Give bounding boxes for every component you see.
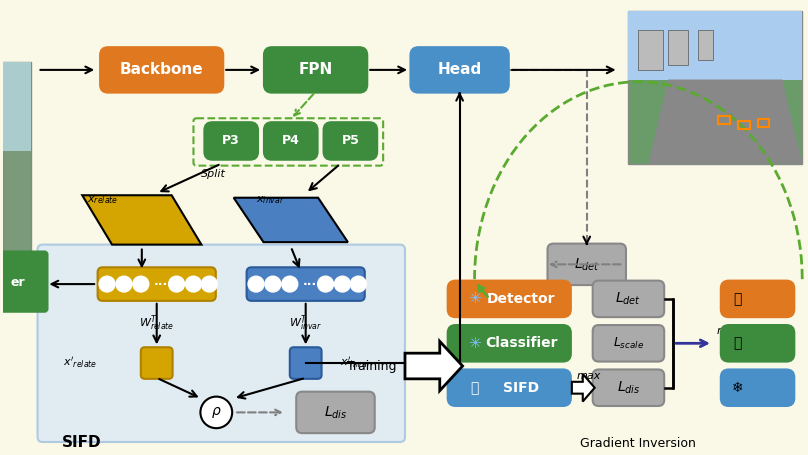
FancyBboxPatch shape — [721, 281, 794, 317]
Circle shape — [318, 276, 334, 292]
Text: $L_{dis}$: $L_{dis}$ — [324, 404, 347, 420]
Text: Detector: Detector — [487, 292, 555, 306]
Text: $x'_{relate}$: $x'_{relate}$ — [63, 356, 97, 370]
FancyBboxPatch shape — [98, 267, 216, 301]
Polygon shape — [572, 374, 595, 402]
Text: $W^T_{invar}$: $W^T_{invar}$ — [289, 313, 322, 334]
Text: Split: Split — [201, 169, 226, 179]
FancyBboxPatch shape — [0, 252, 48, 312]
Circle shape — [186, 276, 201, 292]
Text: er: er — [11, 276, 25, 288]
FancyBboxPatch shape — [593, 281, 664, 317]
FancyBboxPatch shape — [264, 122, 318, 160]
FancyBboxPatch shape — [721, 325, 794, 362]
Circle shape — [169, 276, 184, 292]
Text: Training: Training — [347, 359, 396, 373]
FancyBboxPatch shape — [721, 369, 794, 406]
FancyBboxPatch shape — [100, 47, 223, 93]
Text: Head: Head — [437, 62, 482, 77]
FancyBboxPatch shape — [204, 122, 258, 160]
FancyBboxPatch shape — [2, 62, 31, 259]
FancyBboxPatch shape — [448, 325, 570, 362]
FancyBboxPatch shape — [448, 369, 570, 406]
Circle shape — [116, 276, 132, 292]
Text: max: max — [577, 371, 601, 381]
Text: ✳: ✳ — [468, 291, 481, 306]
Circle shape — [248, 276, 264, 292]
FancyBboxPatch shape — [629, 10, 802, 164]
FancyBboxPatch shape — [2, 62, 31, 151]
Polygon shape — [234, 198, 348, 242]
Polygon shape — [648, 80, 802, 164]
FancyBboxPatch shape — [638, 30, 663, 70]
Text: P5: P5 — [342, 135, 360, 147]
FancyBboxPatch shape — [593, 325, 664, 362]
Text: min: min — [717, 327, 738, 336]
FancyBboxPatch shape — [629, 10, 802, 80]
Circle shape — [265, 276, 281, 292]
FancyBboxPatch shape — [698, 30, 713, 60]
FancyBboxPatch shape — [246, 267, 364, 301]
Text: 🔥: 🔥 — [734, 292, 742, 306]
Circle shape — [99, 276, 115, 292]
Text: Classifier: Classifier — [485, 336, 558, 350]
Text: ···: ··· — [302, 278, 317, 291]
Polygon shape — [82, 195, 201, 245]
Text: SIFD: SIFD — [503, 381, 539, 395]
Text: $L_{dis}$: $L_{dis}$ — [617, 379, 640, 396]
Text: Gradient Inversion: Gradient Inversion — [580, 438, 696, 450]
Text: P4: P4 — [282, 135, 300, 147]
FancyBboxPatch shape — [548, 243, 626, 285]
Text: $\rho$: $\rho$ — [211, 405, 221, 420]
Circle shape — [335, 276, 351, 292]
Text: ✳: ✳ — [468, 336, 481, 351]
Text: $L_{scale}$: $L_{scale}$ — [613, 336, 644, 351]
Circle shape — [133, 276, 149, 292]
Circle shape — [351, 276, 366, 292]
Text: P3: P3 — [222, 135, 240, 147]
Text: $x_{invar}$: $x_{invar}$ — [256, 194, 285, 206]
FancyBboxPatch shape — [290, 347, 322, 379]
Text: $x'_{invar}$: $x'_{invar}$ — [340, 356, 372, 370]
FancyBboxPatch shape — [668, 30, 688, 65]
Text: ···: ··· — [154, 278, 168, 291]
Text: SIFD: SIFD — [62, 435, 102, 450]
FancyBboxPatch shape — [297, 392, 375, 433]
Text: 🔥: 🔥 — [470, 381, 478, 395]
FancyBboxPatch shape — [141, 347, 173, 379]
Circle shape — [201, 276, 217, 292]
Text: $x_{relate}$: $x_{relate}$ — [87, 194, 119, 206]
Polygon shape — [405, 341, 463, 391]
FancyBboxPatch shape — [448, 281, 570, 317]
FancyBboxPatch shape — [37, 245, 405, 442]
FancyBboxPatch shape — [593, 369, 664, 406]
FancyBboxPatch shape — [264, 47, 368, 93]
FancyBboxPatch shape — [323, 122, 377, 160]
Text: $L_{det}$: $L_{det}$ — [616, 291, 642, 307]
Circle shape — [282, 276, 297, 292]
Circle shape — [200, 397, 232, 428]
Text: 🔥: 🔥 — [734, 336, 742, 350]
Text: ❄: ❄ — [732, 381, 743, 395]
Text: FPN: FPN — [298, 62, 333, 77]
Text: $L_{det}$: $L_{det}$ — [574, 256, 600, 273]
FancyBboxPatch shape — [410, 47, 509, 93]
Text: Backbone: Backbone — [120, 62, 204, 77]
Text: $W^T_{relate}$: $W^T_{relate}$ — [139, 313, 175, 334]
